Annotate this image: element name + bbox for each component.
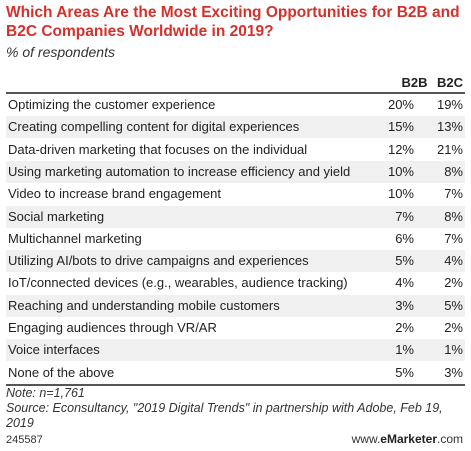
b2b-value: 10% [387,186,414,202]
b2c-value: 4% [444,253,463,269]
b2c-value: 7% [444,230,463,246]
row-label: Voice interfaces [8,342,100,358]
table-row: Engaging audiences through VR/AR 2% 2% [6,317,465,339]
chart-title: Which Areas Are the Most Exciting Opport… [6,4,460,40]
row-label: Creating compelling content for digital … [8,119,300,135]
note-text: Note: n=1,761 [6,386,85,400]
table-row: Voice interfaces 1% 1% [6,339,465,362]
row-label: Utilizing AI/bots to drive campaigns and… [8,253,309,269]
table-row: Video to increase brand engagement 10% 7% [6,183,465,205]
table-row: Multichannel marketing 6% 7% [6,228,465,250]
table-row: Reaching and understanding mobile custom… [6,294,465,317]
source-text: Source: Econsultancy, "2019 Digital Tren… [6,401,443,430]
b2c-value: 1% [444,342,463,358]
brand-logo: www.eMarketer.com [352,432,463,446]
b2c-value: 5% [444,297,463,313]
b2c-value: 8% [444,163,463,179]
b2c-value: 3% [444,364,463,380]
footnote: Note: n=1,761 Source: Econsultancy, "201… [6,386,466,431]
table-top-rule [6,92,465,94]
b2b-value: 20% [387,97,414,112]
brand-suffix: .com [436,432,463,446]
b2c-value: 8% [444,208,463,224]
b2c-value: 2% [444,320,463,335]
table-row: Optimizing the customer experience 20% 19% [6,94,465,116]
b2b-value: 4% [395,275,414,291]
b2c-value: 13% [436,119,463,135]
b2b-value: 12% [387,141,414,157]
row-label: Video to increase brand engagement [8,186,221,202]
table-row: None of the above 5% 3% [6,362,465,384]
chart-subtitle: % of respondents [6,44,115,60]
b2b-value: 5% [395,364,414,380]
row-label: Reaching and understanding mobile custom… [8,297,280,313]
row-label: Engaging audiences through VR/AR [8,320,217,335]
b2b-value: 2% [395,320,414,335]
row-label: IoT/connected devices (e.g., wearables, … [8,275,348,291]
column-header-b2b: B2B [401,75,428,90]
b2b-value: 10% [387,163,414,179]
b2b-value: 6% [395,230,414,246]
row-label: Optimizing the customer experience [8,97,216,112]
table-row: Creating compelling content for digital … [6,116,465,139]
table-row: Utilizing AI/bots to drive campaigns and… [6,250,465,273]
row-label: Multichannel marketing [8,230,142,246]
b2b-value: 15% [387,119,414,135]
table-row: Using marketing automation to increase e… [6,160,465,183]
b2c-value: 2% [444,275,463,291]
column-header-b2c: B2C [436,75,463,90]
table-bottom-rule [6,384,465,386]
table-row: IoT/connected devices (e.g., wearables, … [6,272,465,294]
b2b-value: 5% [395,253,414,269]
table-row: Social marketing 7% 8% [6,205,465,228]
b2c-value: 21% [436,141,463,157]
b2c-value: 19% [436,97,463,112]
row-label: Social marketing [8,208,105,224]
b2b-value: 1% [395,342,414,358]
chart-id: 245587 [6,434,43,446]
b2c-value: 7% [444,186,463,202]
b2b-value: 3% [395,297,414,313]
row-label: Data-driven marketing that focuses on th… [8,141,308,157]
brand-name: eMarketer [380,432,437,446]
table-row: Data-driven marketing that focuses on th… [6,139,465,161]
row-label: Using marketing automation to increase e… [8,163,351,179]
brand-prefix: www. [351,432,381,446]
row-label: None of the above [8,364,115,380]
b2b-value: 7% [395,208,414,224]
